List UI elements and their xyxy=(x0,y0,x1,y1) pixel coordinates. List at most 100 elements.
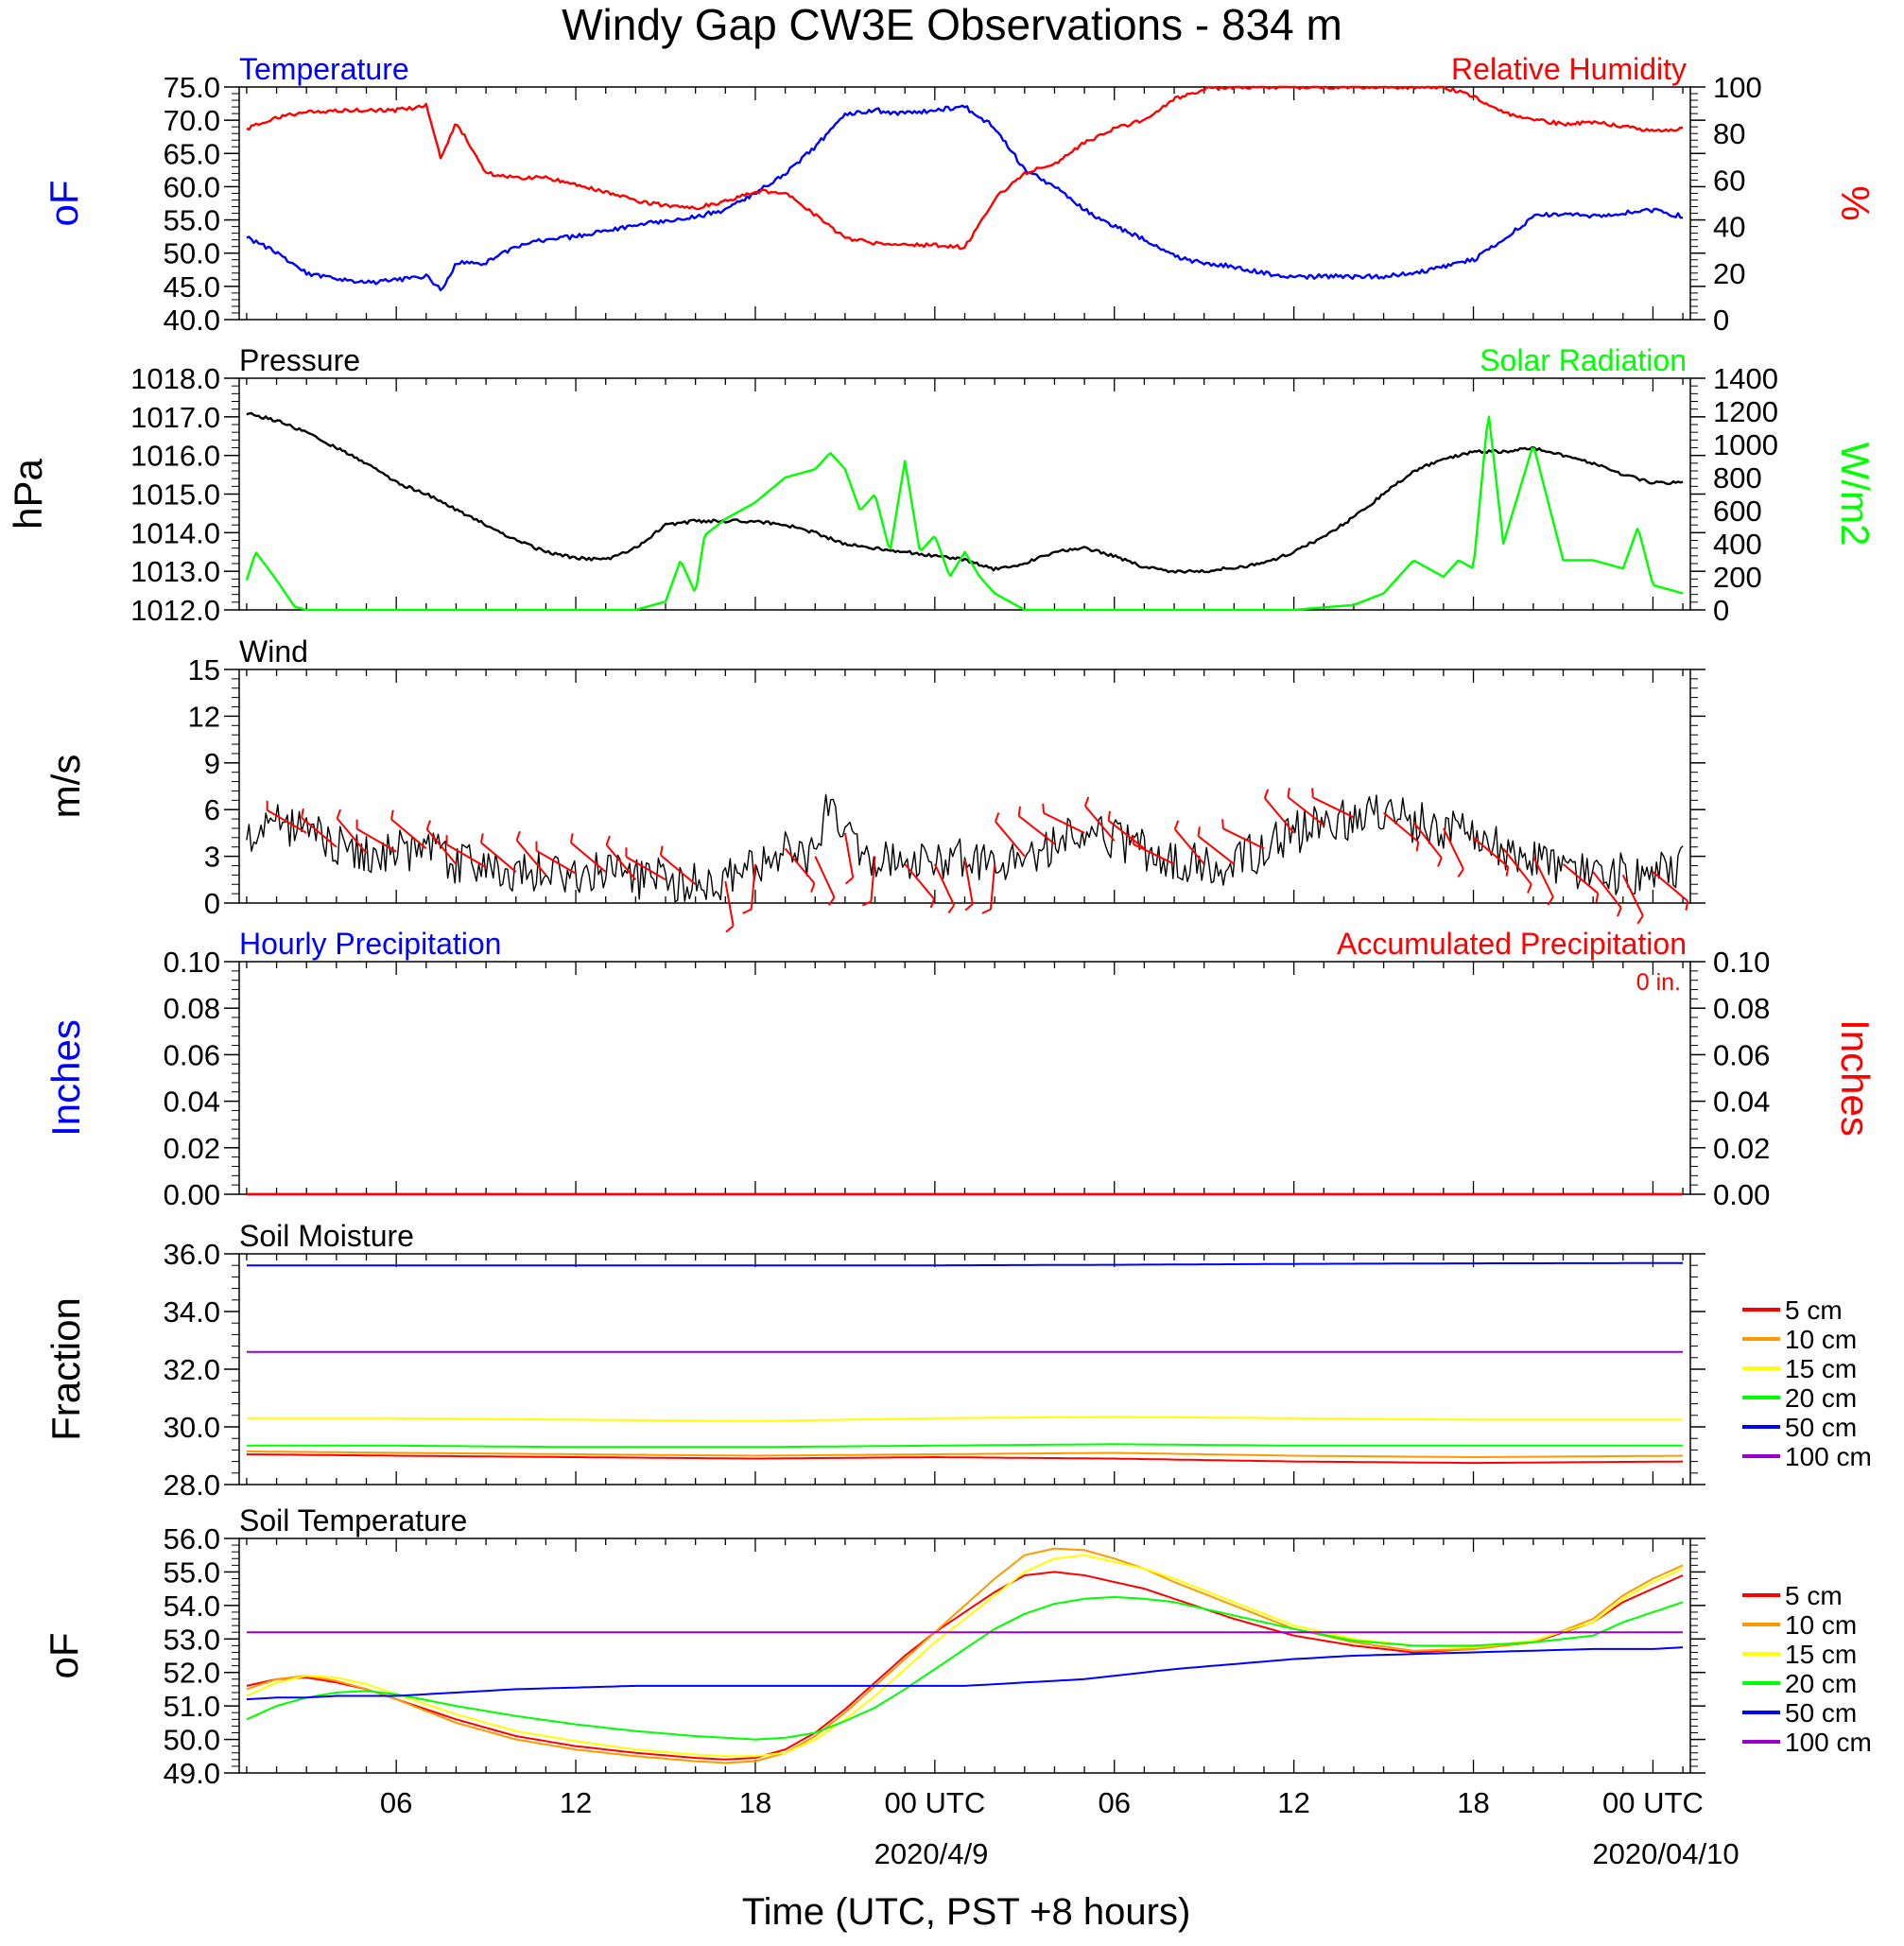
y-tick-label-right: 1000 xyxy=(1713,428,1778,461)
wind-barb xyxy=(1502,847,1532,885)
series-line-15-cm xyxy=(246,1416,1684,1422)
y-tick-label-right: 1400 xyxy=(1713,362,1778,395)
y-tick-label-right: 100 xyxy=(1713,71,1762,104)
panel-title-left: Pressure xyxy=(239,343,360,377)
legend-label: 20 cm xyxy=(1785,1669,1857,1698)
y-tick-label-left: 1014.0 xyxy=(130,516,220,549)
wind-barb xyxy=(267,809,307,834)
y-tick-label-left: 0.04 xyxy=(164,1086,220,1119)
y-tick-label-right: 80 xyxy=(1713,117,1745,150)
wind-barb xyxy=(1174,828,1205,865)
wind-barb xyxy=(1472,837,1509,868)
series-line-temperature xyxy=(246,104,1684,291)
legend-label: 20 cm xyxy=(1785,1383,1857,1413)
panel-6: 06 12 18 00 UTC 06 12 18 00 UTC 49.050.051.052.0… xyxy=(42,1503,1872,1819)
y-tick-label-left: 28.0 xyxy=(164,1468,220,1502)
series-line-10-cm xyxy=(246,1547,1684,1764)
wind-barb xyxy=(1412,821,1443,859)
series-line-5-cm xyxy=(246,1571,1684,1761)
wind-barb-flag xyxy=(336,808,342,819)
wind-barb-flag xyxy=(1505,866,1510,877)
y-tick-label-left: 1013.0 xyxy=(130,555,220,588)
y-tick-label-left: 75.0 xyxy=(164,71,220,104)
wind-barb-flag xyxy=(827,896,836,906)
y-tick-label-right: 1200 xyxy=(1713,395,1778,428)
wind-barb-flag xyxy=(659,845,664,856)
y-tick-label-left: 40.0 xyxy=(164,304,220,337)
y-tick-label-right: 20 xyxy=(1713,257,1745,290)
wind-barb-flag xyxy=(301,808,304,819)
y-tick-label-left: 1015.0 xyxy=(130,478,220,512)
wind-barb xyxy=(1264,797,1295,834)
wind-barb-flag xyxy=(1437,857,1443,867)
y-tick-label-right: 0.00 xyxy=(1713,1178,1770,1211)
wind-barb xyxy=(356,827,397,853)
series-line-15-cm xyxy=(246,1554,1684,1758)
legend-label: 100 cm xyxy=(1785,1442,1872,1471)
x-tick-label: 12 xyxy=(1277,1786,1309,1819)
y-tick-label-right: 0 xyxy=(1713,594,1729,627)
y-tick-label-left: 0.02 xyxy=(164,1132,220,1165)
y-tick-label-right: 0.02 xyxy=(1713,1132,1770,1165)
plot-frame xyxy=(238,961,1691,1195)
legend-label: 10 cm xyxy=(1785,1610,1857,1640)
y-tick-label-left: 1012.0 xyxy=(130,594,220,627)
panel-title-left: Soil Temperature xyxy=(239,1503,467,1538)
wind-barb xyxy=(390,818,427,850)
panel-title-left: Soil Moisture xyxy=(239,1219,414,1253)
y-tick-label-left: 1018.0 xyxy=(130,362,220,395)
wind-barb-flag xyxy=(480,833,484,843)
y-axis-label-left: oF xyxy=(42,1632,86,1678)
y-tick-label-left: 49.0 xyxy=(164,1757,220,1790)
panel-4: 0.00 0.02 0.04 0.06 0.08 0.10 0.00 0.02 0.04 0.06… xyxy=(43,927,1878,1211)
y-tick-label-left: 0.00 xyxy=(164,1178,220,1211)
y-tick-label-right: 0.10 xyxy=(1713,946,1770,979)
panel-1: 40.045.050.055.060.065.070.075.0 0 20 40 60 8… xyxy=(42,52,1878,337)
wind-barb xyxy=(446,843,487,868)
y-axis-label-left: Fraction xyxy=(43,1297,88,1441)
wind-barb-flag xyxy=(929,898,935,909)
x-axis-label: Time (UTC, PST +8 hours) xyxy=(742,1891,1191,1933)
wind-barb xyxy=(995,821,1026,858)
series-line-10-cm xyxy=(246,1450,1684,1458)
wind-barb-flag xyxy=(569,833,574,843)
chart-title: Windy Gap CW3E Observations - 834 m xyxy=(562,0,1342,49)
y-tick-label-left: 50.0 xyxy=(164,1724,220,1757)
plot-frame xyxy=(238,1253,1691,1486)
y-tick-label-right: 400 xyxy=(1713,528,1762,561)
wind-barb-flag xyxy=(605,835,611,845)
y-tick-label-right: 200 xyxy=(1713,561,1762,594)
date-label-2: 2020/04/10 xyxy=(1592,1837,1739,1870)
wind-barb xyxy=(535,849,577,875)
panel-title-left: Hourly Precipitation xyxy=(239,927,501,961)
series-line-50-cm xyxy=(246,1646,1684,1701)
wind-barb-flag xyxy=(1042,803,1045,813)
y-tick-label-left: 34.0 xyxy=(164,1295,220,1329)
y-tick-label-left: 6 xyxy=(204,793,220,826)
y-tick-label-right: 0 xyxy=(1713,304,1729,337)
y-tick-label-left: 70.0 xyxy=(164,104,220,137)
wind-barb xyxy=(570,842,607,873)
wind-barb-flag xyxy=(1107,810,1111,821)
wind-barb xyxy=(1084,805,1116,842)
wind-barb-flag xyxy=(725,925,735,933)
y-axis-label-right: % xyxy=(1833,185,1878,220)
wind-barb xyxy=(1652,871,1688,902)
panel-title-left: Wind xyxy=(239,634,308,669)
series-line-relative-humidity xyxy=(246,85,1684,251)
y-tick-label-left: 3 xyxy=(204,841,220,874)
legend-label: 10 cm xyxy=(1785,1325,1857,1354)
wind-barb-flag xyxy=(1173,820,1180,830)
wind-barb-flag xyxy=(947,904,955,914)
plot-frame xyxy=(238,86,1691,321)
wind-barb-flag xyxy=(1415,842,1420,852)
wind-barb xyxy=(750,863,756,910)
y-tick-label-left: 56.0 xyxy=(164,1522,220,1555)
wind-barb xyxy=(301,817,338,848)
wind-barb xyxy=(904,863,935,900)
y-tick-label-left: 0.08 xyxy=(164,992,220,1025)
wind-barb xyxy=(784,847,816,884)
wind-barb xyxy=(1133,843,1175,865)
